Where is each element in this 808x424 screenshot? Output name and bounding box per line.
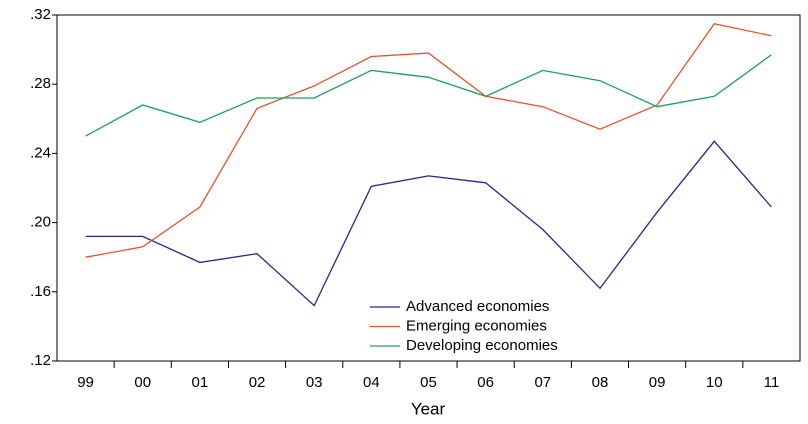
- y-tick-label: .16: [30, 283, 51, 300]
- y-tick-label: .24: [30, 144, 51, 161]
- series-line: [85, 140, 772, 307]
- y-tick-label: .28: [30, 75, 51, 92]
- plot-frame: [56, 14, 801, 362]
- x-tick-label: 11: [764, 374, 780, 391]
- series-line: [85, 54, 772, 137]
- x-tick-label: 05: [420, 374, 437, 391]
- x-tick-label: 03: [306, 374, 323, 391]
- y-tick-label: .32: [30, 6, 51, 23]
- x-tick-label: 10: [706, 374, 723, 391]
- legend-label: Developing economies: [406, 337, 558, 354]
- x-tick-label: 00: [134, 374, 151, 391]
- x-tick-label: 99: [77, 374, 94, 391]
- y-tick-label: .12: [30, 352, 51, 369]
- x-tick-label: 06: [477, 374, 494, 391]
- x-tick-label: 01: [192, 374, 209, 391]
- x-tick-label: 07: [534, 374, 551, 391]
- x-tick-label: 04: [363, 374, 380, 391]
- y-tick-label: .20: [30, 214, 51, 231]
- legend-label: Emerging economies: [406, 317, 547, 334]
- series-line: [85, 22, 772, 258]
- x-axis-label: Year: [411, 399, 446, 418]
- x-tick-label: 08: [592, 374, 609, 391]
- legend-label: Advanced economies: [406, 298, 549, 315]
- x-tick-label: 09: [649, 374, 666, 391]
- x-tick-label: 02: [249, 374, 266, 391]
